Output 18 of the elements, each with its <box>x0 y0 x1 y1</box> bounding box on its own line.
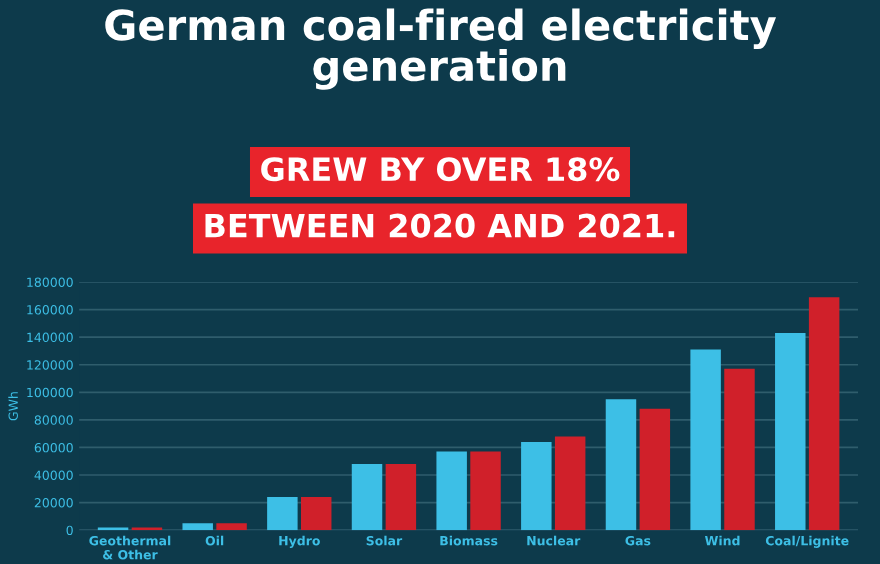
bar <box>300 497 332 531</box>
bar <box>605 399 637 531</box>
bar <box>554 436 586 531</box>
bar <box>808 297 840 531</box>
bar <box>351 463 383 531</box>
bar <box>267 497 298 531</box>
bar <box>216 523 247 531</box>
bar <box>182 523 213 531</box>
chart-subtitle: GREW BY OVER 18% BETWEEN 2020 AND 2021. <box>205 157 675 238</box>
bar <box>639 408 671 531</box>
bar <box>775 333 806 531</box>
bar <box>436 451 467 531</box>
bar <box>470 451 501 531</box>
chart-title: German coal-fired electricity generation <box>105 8 777 90</box>
bar <box>521 441 552 531</box>
bar <box>724 368 755 531</box>
bar <box>690 349 721 531</box>
bar <box>385 463 417 531</box>
